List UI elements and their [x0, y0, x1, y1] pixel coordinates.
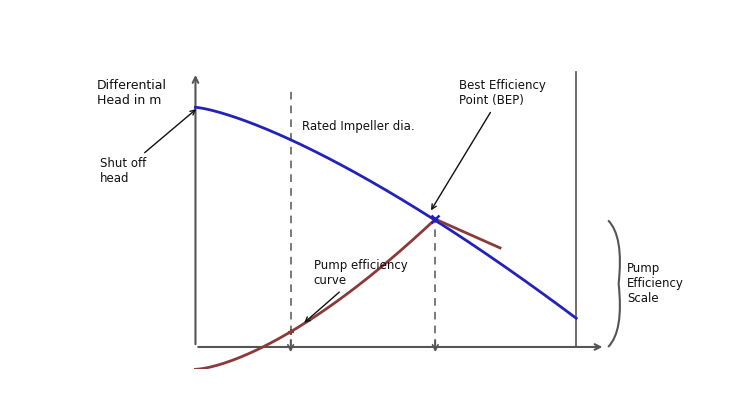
Text: Differential
Head in m: Differential Head in m — [97, 78, 166, 107]
Text: Pump efficiency
curve: Pump efficiency curve — [305, 259, 407, 322]
Text: Rated Impeller dia.: Rated Impeller dia. — [302, 120, 415, 133]
Text: Pump
Efficiency
Scale: Pump Efficiency Scale — [627, 262, 684, 305]
Text: Shut off
head: Shut off head — [100, 110, 195, 185]
Text: Best Efficiency
Point (BEP): Best Efficiency Point (BEP) — [432, 79, 545, 209]
